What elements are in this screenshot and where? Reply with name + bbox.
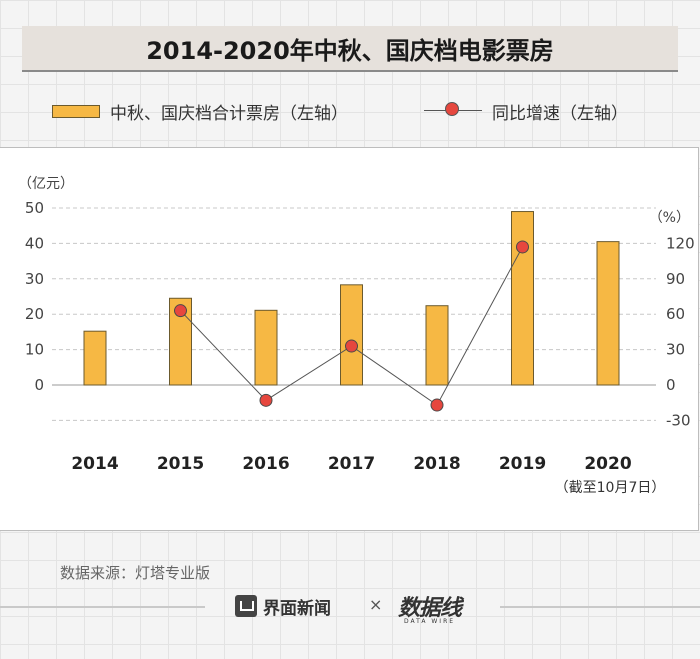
bar — [169, 297, 192, 386]
title-band: 2014-2020年中秋、国庆档电影票房 — [22, 26, 678, 72]
x-axis-tick-label: 2015 — [157, 454, 204, 474]
growth-point — [430, 398, 444, 412]
x-axis-tick-label: 2020 — [584, 454, 631, 474]
right-axis-tick-label: 60 — [666, 305, 685, 323]
footer-divider-left — [0, 606, 205, 608]
bar — [340, 284, 363, 386]
right-axis-tick-label: 120 — [666, 234, 695, 252]
left-axis-tick-label: 50 — [25, 199, 44, 217]
partner-logo-subtitle: DATA WIRE — [404, 618, 456, 625]
growth-point — [259, 393, 273, 407]
left-axis-tick-label: 0 — [34, 376, 44, 394]
x-axis-tick-label: 2018 — [413, 454, 460, 474]
right-axis-tick-label: 30 — [666, 341, 685, 359]
brand-name: 界面新闻 — [263, 599, 331, 619]
legend-marker-swatch — [445, 102, 459, 116]
right-axis-unit: （%） — [649, 210, 690, 226]
left-axis-tick-label: 40 — [25, 234, 44, 252]
times-symbol: × — [369, 595, 383, 614]
partner-logo: 数据线 — [398, 596, 462, 621]
chart-panel: （亿元） 0 10 20 30 40 50 （%） -30 0 30 60 90 120 2014 2015 2… — [0, 147, 699, 531]
source-note: 数据来源：灯塔专业版 — [60, 564, 211, 582]
jiemian-logo-icon — [235, 595, 257, 617]
left-axis-tick-label: 30 — [25, 270, 44, 288]
left-axis-tick-label: 20 — [25, 305, 44, 323]
x-axis-note: （截至10月7日） — [555, 480, 666, 496]
growth-point — [174, 304, 187, 318]
bar — [596, 241, 620, 386]
right-axis-tick-label: 0 — [666, 376, 676, 394]
growth-point — [345, 339, 358, 353]
footer: 界面新闻 × 数据线 DATA WIRE — [0, 588, 700, 628]
left-axis-tick-label: 10 — [25, 341, 44, 359]
bar — [425, 305, 449, 386]
right-axis-tick-label: -30 — [666, 411, 691, 429]
growth-point — [516, 240, 529, 254]
chart-svg: （亿元） 0 10 20 30 40 50 （%） -30 0 30 60 90 120 2014 2015 2… — [18, 176, 695, 496]
legend-line-label: 同比增速（左轴） — [492, 104, 628, 124]
x-axis-tick-label: 2014 — [71, 454, 118, 474]
footer-divider-right — [500, 606, 700, 608]
x-axis-tick-label: 2017 — [328, 454, 375, 474]
bar — [254, 309, 278, 386]
bar — [83, 330, 107, 386]
right-axis-tick-label: 90 — [666, 270, 685, 288]
x-axis-tick-label: 2019 — [499, 454, 546, 474]
legend-bar-swatch — [52, 105, 100, 118]
x-axis-tick-label: 2016 — [242, 454, 289, 474]
left-axis-unit: （亿元） — [18, 176, 74, 192]
legend-bar-label: 中秋、国庆档合计票房（左轴） — [110, 104, 348, 124]
legend: 中秋、国庆档合计票房（左轴） 同比增速（左轴） — [48, 98, 668, 124]
bar — [511, 211, 534, 386]
chart-title: 2014-2020年中秋、国庆档电影票房 — [146, 36, 554, 65]
